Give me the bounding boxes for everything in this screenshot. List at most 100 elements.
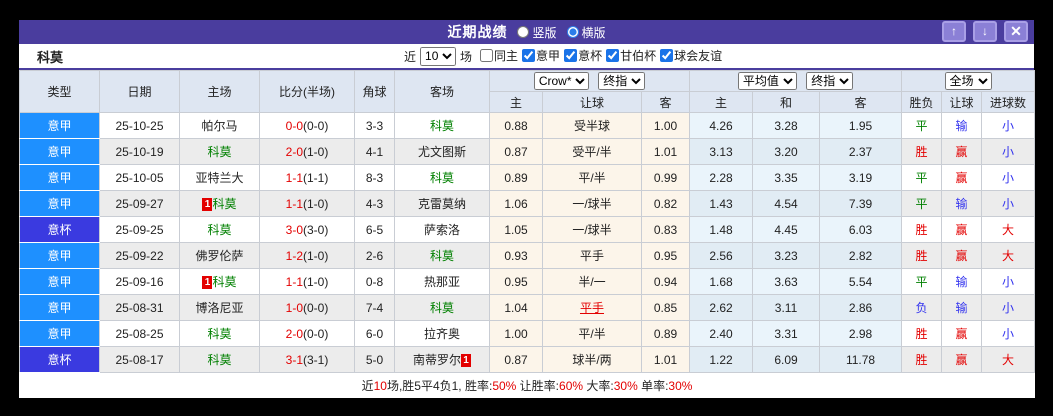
league-badge: 意杯 xyxy=(19,216,100,243)
team-name-text: 南蒂罗尔 xyxy=(412,353,461,367)
fulltime-score: 1-0 xyxy=(285,300,303,315)
scope-select[interactable]: 全场 xyxy=(944,72,992,90)
checkbox-input-同主[interactable] xyxy=(480,49,494,62)
filter-checkbox-意杯[interactable]: 意杯 xyxy=(564,47,602,64)
crow-away-odds: 0.99 xyxy=(640,164,691,191)
avg-source-select[interactable]: 平均值 xyxy=(737,72,797,90)
crow-home-odds: 1.04 xyxy=(489,294,543,321)
filter-checkbox-甘伯杯[interactable]: 甘伯杯 xyxy=(606,47,656,64)
checkbox-input-意杯[interactable] xyxy=(564,49,578,62)
summary-segment: 30% xyxy=(613,378,638,393)
handicap-text: 平手 xyxy=(579,249,604,263)
goals-cell: 小 xyxy=(981,164,1036,191)
recent-count-select[interactable]: 10 xyxy=(420,46,457,66)
corners: 7-4 xyxy=(354,294,395,321)
match-score: 2-0(0-0) xyxy=(259,320,355,347)
match-score: 2-0(1-0) xyxy=(259,138,355,165)
col-header-goals: 进球数 xyxy=(981,91,1036,113)
halftime-score: (1-0) xyxy=(303,248,329,263)
goals-cell: 小 xyxy=(981,294,1036,321)
league-badge: 意甲 xyxy=(19,294,100,321)
recent-label: 近 xyxy=(404,49,417,64)
checkbox-input-球会友谊[interactable] xyxy=(660,49,674,62)
handicap-text: 球半/两 xyxy=(572,353,612,367)
avg-away-odds: 6.03 xyxy=(819,216,903,243)
avg-draw-odds: 4.54 xyxy=(752,190,821,217)
handicap-result-cell: 输 xyxy=(941,268,983,295)
corners: 6-5 xyxy=(354,216,395,243)
crow-handicap: 一/球半 xyxy=(542,190,642,217)
corners: 2-6 xyxy=(354,242,395,269)
handicap-result-cell: 输 xyxy=(941,190,983,217)
avg-away-odds: 1.95 xyxy=(819,112,903,139)
layout-radio-vertical[interactable]: 竖版 xyxy=(517,24,557,41)
away-team: 克雷莫纳 xyxy=(394,190,490,217)
home-team: 科莫 xyxy=(179,138,260,165)
team-name-text: 科莫 xyxy=(207,353,232,367)
corners: 4-3 xyxy=(354,190,395,217)
move-up-button[interactable]: ↑ xyxy=(942,21,966,42)
league-badge: 意甲 xyxy=(19,268,100,295)
away-team: 热那亚 xyxy=(394,268,490,295)
col-header-home: 主场 xyxy=(179,70,260,113)
crow-source-select[interactable]: Crow* xyxy=(533,72,589,90)
avg-away-odds: 7.39 xyxy=(819,190,903,217)
match-date: 25-10-05 xyxy=(99,164,180,191)
horizontal-radio-label: 横版 xyxy=(581,25,606,40)
checkbox-label: 球会友谊 xyxy=(674,49,723,63)
match-date: 25-10-25 xyxy=(99,112,180,139)
col-header-type: 类型 xyxy=(19,70,100,113)
horizontal-radio-input[interactable] xyxy=(566,26,579,38)
result-cell: 平 xyxy=(901,164,943,191)
avg-away-odds: 2.37 xyxy=(819,138,903,165)
layout-radio-horizontal[interactable]: 横版 xyxy=(566,24,606,41)
crow-home-odds: 1.00 xyxy=(489,320,543,347)
avg-draw-odds: 3.28 xyxy=(752,112,821,139)
handicap-result-cell: 赢 xyxy=(941,346,983,373)
matches-label: 场 xyxy=(460,49,473,64)
away-team: 萨索洛 xyxy=(394,216,490,243)
result-cell: 胜 xyxy=(901,242,943,269)
close-button[interactable]: ✕ xyxy=(1004,21,1028,42)
close-icon: ✕ xyxy=(1010,23,1022,39)
crow-home-odds: 0.89 xyxy=(489,164,543,191)
checkbox-input-甘伯杯[interactable] xyxy=(606,49,620,62)
league-badge: 意甲 xyxy=(19,190,100,217)
home-team: 1 科莫 xyxy=(179,268,260,295)
match-date: 25-08-31 xyxy=(99,294,180,321)
checkbox-label: 意甲 xyxy=(536,49,561,63)
title-group: 近期战绩 竖版 横版 xyxy=(19,20,1034,44)
avg-away-odds: 11.78 xyxy=(819,346,903,373)
crow-home-odds: 0.87 xyxy=(489,138,543,165)
checkbox-input-意甲[interactable] xyxy=(522,49,536,62)
table-row: 意杯 25-08-17 科莫 3-1(3-1) 5-0 南蒂罗尔 1 0.87 球半/两 1.01… xyxy=(19,346,1036,373)
goals-cell: 大 xyxy=(981,346,1036,373)
avg-away-odds: 3.19 xyxy=(819,164,903,191)
handicap-result-cell: 赢 xyxy=(941,216,983,243)
team-name-text: 科莫 xyxy=(212,197,237,211)
league-badge: 意杯 xyxy=(19,346,100,373)
handicap-result-cell: 赢 xyxy=(941,320,983,347)
handicap-text: 一/球半 xyxy=(572,223,612,237)
fulltime-score: 1-1 xyxy=(285,274,303,289)
avg-home-odds: 2.62 xyxy=(689,294,754,321)
home-team: 科莫 xyxy=(179,346,260,373)
summary-text: 近10场,胜5平4负1, 胜率:50% 让胜率:60% 大率:30% 单率:30… xyxy=(19,372,1035,398)
col-header-date: 日期 xyxy=(99,70,180,113)
avg-home-odds: 1.43 xyxy=(689,190,754,217)
filter-checkbox-意甲[interactable]: 意甲 xyxy=(522,47,560,64)
summary-segment: 让胜率: xyxy=(516,378,560,393)
avg-index-select[interactable]: 终指 xyxy=(806,72,854,90)
halftime-score: (1-0) xyxy=(303,196,329,211)
avg-select-group: 平均值 终指 xyxy=(689,70,903,92)
filter-checkbox-球会友谊[interactable]: 球会友谊 xyxy=(660,47,722,64)
goals-cell: 小 xyxy=(981,112,1036,139)
move-down-button[interactable]: ↓ xyxy=(973,21,997,42)
league-badge: 意甲 xyxy=(19,138,100,165)
corners: 6-0 xyxy=(354,320,395,347)
filter-checkbox-同主[interactable]: 同主 xyxy=(480,47,518,64)
team-name-text: 科莫 xyxy=(429,249,454,263)
result-cell: 胜 xyxy=(901,320,943,347)
crow-index-select[interactable]: 终指 xyxy=(598,72,646,90)
vertical-radio-input[interactable] xyxy=(517,26,530,38)
